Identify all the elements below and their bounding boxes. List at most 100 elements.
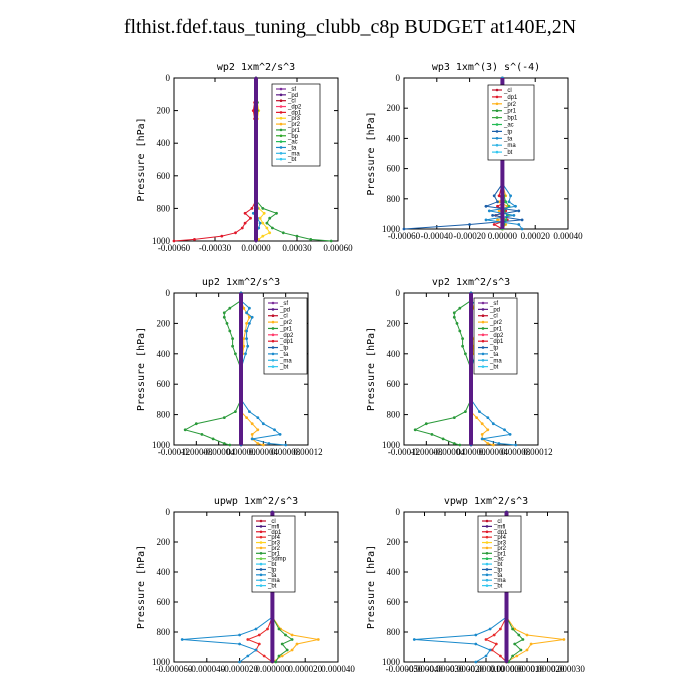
data-point-ta: [487, 209, 491, 213]
data-point-pr2: [496, 218, 499, 222]
data-point-ta: [509, 194, 512, 198]
legend-marker: [485, 530, 489, 534]
series-line-dp1: [173, 78, 257, 242]
data-point-dp1: [243, 211, 247, 215]
x-tick-label: -0.000030: [427, 664, 464, 674]
data-point-pr1: [458, 306, 462, 310]
legend-label: _bt: [279, 365, 289, 371]
data-point-ta: [248, 306, 251, 310]
y-tick-label: 600: [157, 597, 171, 607]
plot-frame: [403, 77, 569, 230]
data-point-pr1: [464, 352, 467, 356]
data-point-tp: [517, 209, 521, 213]
data-point-pr2: [280, 654, 284, 658]
x-tick-label: -0.00060: [158, 243, 191, 253]
data-point-ta: [284, 443, 288, 447]
legend-label: _bt: [267, 584, 277, 590]
legend-label: _dp2: [287, 105, 302, 111]
data-point-pr3: [262, 211, 266, 215]
data-point-pr1: [458, 329, 462, 333]
x-tick-label: 0.000000: [256, 664, 290, 674]
y-tick-label: 800: [157, 410, 171, 420]
data-point-ta: [507, 200, 511, 204]
legend-marker: [271, 346, 275, 349]
y-tick-label: 400: [157, 567, 171, 577]
data-point-dp1: [497, 194, 501, 198]
x-tick-label: -0.00008: [410, 447, 443, 457]
data-point-pr1: [452, 315, 456, 319]
data-point-ta: [480, 437, 484, 441]
legend-marker: [259, 573, 263, 577]
data-point-pr1: [513, 642, 517, 646]
y-tick-label: 400: [157, 349, 171, 359]
y-tick-label: 600: [387, 597, 401, 607]
y-tick-label: 600: [387, 379, 401, 389]
data-point-pr1: [329, 239, 333, 243]
legend-label: _tp: [489, 346, 499, 352]
legend-label: _ma: [267, 578, 280, 584]
data-point-ta: [520, 227, 524, 231]
data-point-pr2: [245, 322, 249, 325]
x-tick-label: -0.00040: [421, 231, 454, 241]
y-tick-label: 600: [157, 171, 171, 181]
legend-label: _sdmp: [267, 557, 287, 563]
data-point-ta: [238, 660, 242, 664]
panel-2: wp3 1xm^(3) s^(-4) Pressure [hPa] 0 200 400 6…: [366, 62, 583, 241]
y-tick-label: 200: [387, 318, 401, 328]
data-point-pr1: [277, 654, 281, 658]
data-point-pr2: [497, 209, 501, 213]
data-point-tp: [402, 227, 406, 231]
y-axis-label: Pressure [hPa]: [136, 117, 147, 201]
x-tick-label: -0.00008: [180, 447, 213, 457]
legend-label: _cl: [493, 519, 502, 525]
y-tick-label: 0: [166, 288, 171, 298]
legend-box: [251, 515, 296, 593]
data-point-ta: [245, 337, 249, 340]
legend-marker: [271, 339, 275, 343]
y-tick-label: 0: [396, 507, 401, 517]
legend-label: _pr3: [287, 116, 301, 122]
legend-marker: [271, 365, 275, 368]
data-point-ta: [497, 442, 501, 445]
y-tick-label: 1000: [152, 657, 171, 667]
data-point-pr3: [261, 221, 265, 225]
data-point-pr1: [285, 648, 289, 652]
x-tick-label: 0.00008: [271, 447, 301, 457]
data-point-dp1: [492, 223, 496, 226]
legend-label: _sf: [279, 301, 288, 307]
legend-label: _ac: [287, 140, 298, 146]
data-point-pr1: [458, 443, 462, 447]
legend-marker: [495, 95, 499, 99]
legend-label: _ta: [493, 573, 503, 579]
data-point-ta: [258, 221, 262, 225]
legend-marker: [279, 116, 283, 120]
legend-label: _tp: [279, 346, 289, 352]
y-tick-label: 800: [387, 627, 401, 637]
y-tick-label: 400: [157, 138, 171, 148]
data-point-tp: [496, 200, 499, 204]
data-point-pr2: [515, 654, 519, 658]
data-point-pr1: [430, 433, 434, 436]
legend-label: _mfl: [267, 524, 279, 530]
legend-marker: [495, 150, 499, 154]
legend-marker: [259, 535, 263, 539]
data-point-pr1: [452, 416, 456, 419]
legend-marker: [259, 578, 263, 582]
legend-marker: [481, 308, 485, 311]
legend-label: _ta: [279, 352, 289, 358]
legend-marker: [271, 327, 275, 330]
legend-label: _dp1: [493, 530, 508, 536]
panel-title: upwp 1xm^2/s^3: [214, 496, 298, 507]
x-tick-label: 0.000030: [551, 664, 585, 674]
x-tick-label: -0.000010: [468, 664, 505, 674]
data-point-pr2: [525, 648, 529, 652]
panel-5: upwp 1xm^2/s^3 Pressure [hPa] 0 200 400 600 80…: [136, 496, 355, 674]
data-point-pr1: [424, 422, 428, 426]
legend-marker: [271, 358, 275, 362]
data-point-ta: [246, 344, 250, 348]
data-point-ta: [254, 648, 258, 652]
legend-label: _pr3: [493, 541, 507, 547]
legend-marker: [495, 123, 499, 126]
y-tick-label: 800: [157, 627, 171, 637]
legend-label: _pd: [287, 93, 298, 99]
